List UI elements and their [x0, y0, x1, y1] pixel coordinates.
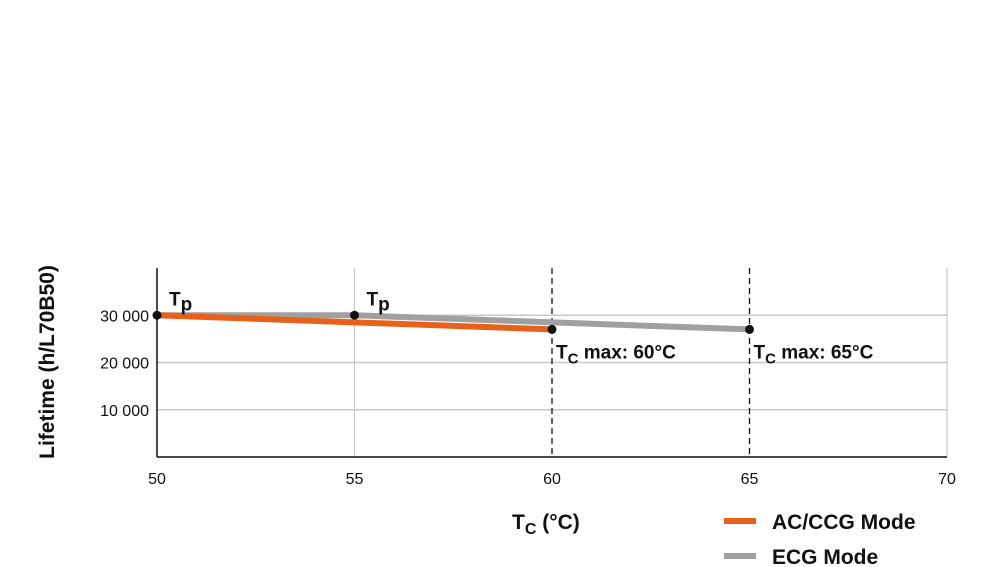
x-tick-label: 50 [148, 471, 166, 488]
annotation-label: TC max: 65°C [754, 342, 874, 367]
x-tick-label: 55 [346, 471, 364, 488]
x-axis-label: TC (°C) [512, 511, 580, 538]
y-axis-label: Lifetime (h/L70B50) [36, 265, 59, 459]
x-tick-label: 70 [938, 471, 956, 488]
data-point-marker [745, 324, 754, 334]
annotation-label: TC max: 60°C [556, 342, 676, 367]
data-point-marker [350, 310, 359, 320]
series-line-ac-ccg-mode [156, 312, 553, 333]
y-tick-label: 30 000 [100, 308, 149, 325]
x-tick-label: 65 [741, 471, 759, 488]
annotation-label: Tp [169, 289, 192, 315]
annotation-label: Tp [367, 289, 390, 315]
y-tick-label: 20 000 [100, 356, 149, 373]
data-point-marker [152, 310, 162, 320]
legend-label: ECG Mode [772, 546, 878, 567]
x-tick-label: 60 [543, 471, 561, 488]
data-point-marker [547, 324, 557, 334]
y-tick-label: 10 000 [100, 403, 149, 420]
legend-label: AC/CCG Mode [772, 511, 916, 534]
